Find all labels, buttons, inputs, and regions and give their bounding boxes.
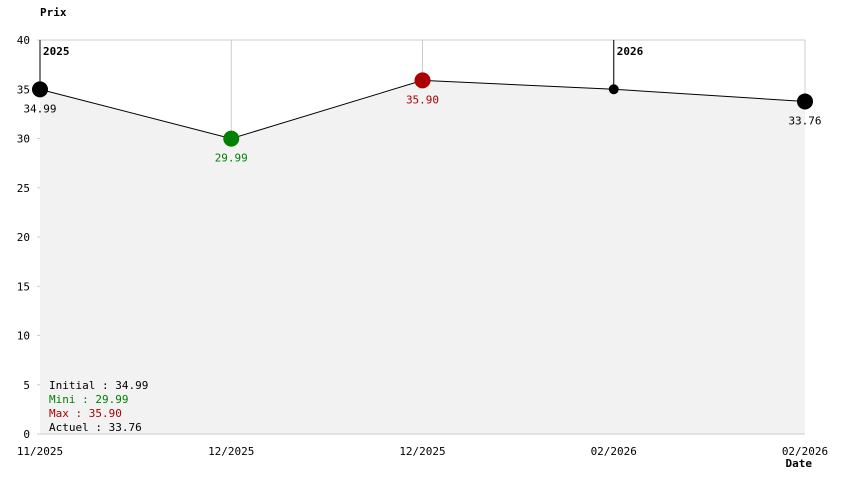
y-tick-label: 10 — [17, 330, 30, 343]
annotation: Mini : 29.99 — [49, 393, 128, 406]
x-tick-label: 02/2026 — [591, 445, 637, 458]
value-label: 34.99 — [23, 102, 56, 115]
point — [414, 72, 431, 89]
value-label: 29.99 — [215, 152, 248, 165]
x-tick-label: 12/2025 — [208, 445, 254, 458]
y-tick-label: 35 — [17, 83, 30, 96]
y-tick-label: 30 — [17, 133, 30, 146]
y-tick-label: 20 — [17, 231, 30, 244]
y-tick-label: 40 — [17, 34, 30, 47]
year-marker-label: 2026 — [617, 45, 644, 58]
y-tick-label: 25 — [17, 182, 30, 195]
value-label: 33.76 — [788, 114, 821, 127]
annotation: Initial : 34.99 — [49, 379, 148, 392]
point — [223, 130, 240, 147]
x-tick-label: 12/2025 — [399, 445, 445, 458]
point — [608, 84, 619, 95]
y-tick-label: 0 — [23, 428, 30, 441]
annotation: Actuel : 33.76 — [49, 421, 142, 434]
value-label: 35.90 — [406, 93, 439, 106]
point — [32, 81, 48, 98]
annotation: Max : 35.90 — [49, 407, 122, 420]
area — [40, 80, 805, 434]
x-tick-label: 02/2026 — [782, 445, 828, 458]
x-axis-label: Date — [786, 457, 813, 470]
y-tick-label: 5 — [23, 379, 30, 392]
y-tick-label: 15 — [17, 280, 30, 293]
x-tick-label: 11/2025 — [17, 445, 63, 458]
year-marker-label: 2025 — [43, 45, 70, 58]
point — [797, 93, 813, 110]
y-axis-label: Prix — [40, 6, 67, 19]
